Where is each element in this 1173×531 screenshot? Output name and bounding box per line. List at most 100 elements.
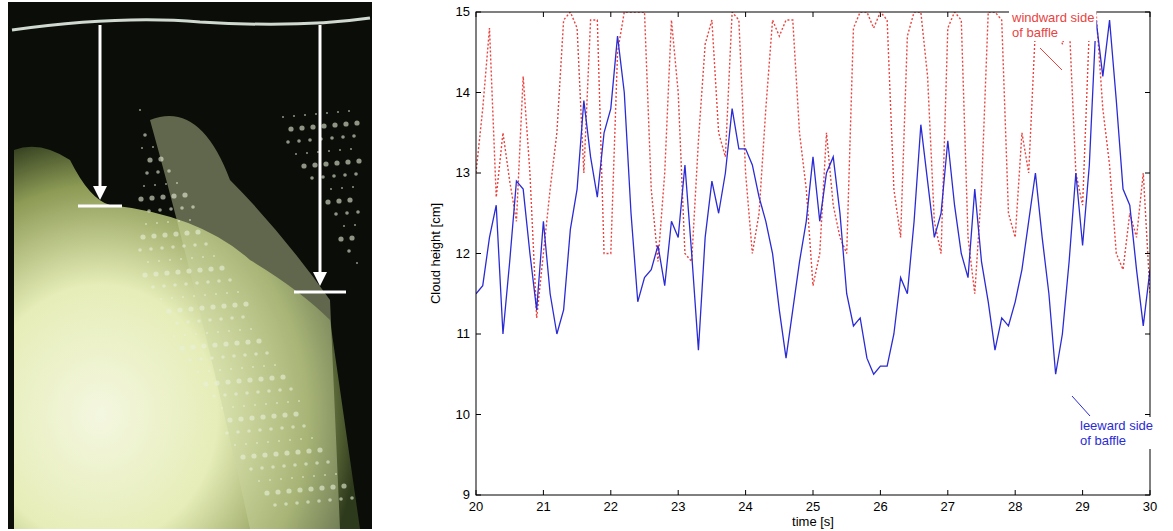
bubble (324, 474, 326, 476)
bubble (280, 478, 282, 480)
bubble (334, 212, 338, 216)
arrow-shaft (99, 25, 102, 188)
bubble (190, 344, 195, 349)
bubble (204, 294, 206, 296)
bubble (206, 332, 208, 334)
bubble (258, 376, 263, 381)
bubble (180, 206, 184, 210)
bubble (260, 414, 265, 419)
bubble (230, 316, 234, 320)
bubble (252, 366, 254, 368)
bubble (149, 247, 153, 251)
bubble (219, 265, 224, 270)
bubble (167, 169, 171, 173)
bubble (328, 150, 330, 152)
series-label-line: of baffle (1080, 433, 1126, 448)
bubble (204, 242, 208, 246)
bubble (180, 258, 182, 260)
series-label: windward sideof baffle (1011, 10, 1094, 40)
bubble (299, 125, 304, 130)
bubble (212, 394, 216, 398)
bubble (306, 448, 311, 453)
bubble (182, 244, 186, 248)
bubble (341, 135, 345, 139)
bubble (269, 479, 271, 481)
figure: 20212223242526272829309101112131415time … (0, 0, 1173, 531)
bubble (282, 464, 286, 468)
bubble (145, 223, 147, 225)
bubble (158, 208, 162, 212)
bubble (160, 298, 162, 300)
bubble (343, 173, 347, 177)
bubble (265, 403, 267, 405)
bubble (234, 444, 236, 446)
bubble (203, 381, 208, 386)
bubble (332, 122, 337, 127)
bubble (304, 114, 306, 116)
bubble (288, 126, 293, 131)
bubble (284, 450, 289, 455)
bubble (267, 441, 269, 443)
bubble (262, 452, 267, 457)
y-tick-label: 13 (456, 165, 470, 180)
bubble (206, 280, 210, 284)
bubble (225, 431, 229, 435)
bubble (184, 334, 186, 336)
bubble (167, 221, 169, 223)
bubble (186, 268, 191, 273)
bubble (339, 149, 341, 151)
y-tick (476, 253, 481, 254)
bubble (210, 356, 214, 360)
bubble (269, 427, 273, 431)
x-axis-title: time [s] (792, 514, 834, 529)
x-tick (813, 490, 814, 495)
bubble (153, 271, 158, 276)
bubble (306, 152, 308, 154)
bubble (354, 120, 359, 125)
bubble (308, 138, 312, 142)
bubble (232, 302, 237, 307)
bubble (191, 257, 193, 259)
bubble (286, 488, 291, 493)
bubble (293, 115, 295, 117)
y-tick-label: 9 (463, 487, 470, 502)
x-tick (1015, 490, 1016, 495)
bubble (300, 438, 302, 440)
bubble (265, 351, 269, 355)
bubble (165, 183, 167, 185)
bubble (293, 463, 297, 467)
bubble (352, 186, 354, 188)
x-tick-label: 20 (469, 499, 483, 514)
y-tick-right (1145, 334, 1150, 335)
bubble (258, 480, 260, 482)
bubble (223, 393, 227, 397)
bubble (193, 295, 195, 297)
bubble (219, 369, 221, 371)
bubble (349, 235, 354, 240)
y-tick (476, 414, 481, 415)
bubble (276, 402, 278, 404)
bubble (306, 500, 310, 504)
bubble (147, 261, 149, 263)
x-tick-top (610, 12, 611, 17)
bubble (341, 483, 346, 488)
y-tick (476, 173, 481, 174)
bubble (171, 193, 176, 198)
bubble (282, 412, 287, 417)
bubble (334, 160, 339, 165)
bubble (302, 424, 306, 428)
bubble (201, 343, 206, 348)
bubble (330, 136, 334, 140)
bubble (330, 188, 332, 190)
bubble (171, 297, 173, 299)
bubble (278, 388, 282, 392)
bubble (347, 197, 352, 202)
x-tick (947, 490, 948, 495)
bubble (182, 192, 187, 197)
bubble (345, 159, 350, 164)
bubble (247, 429, 251, 433)
x-tick-label: 27 (941, 499, 955, 514)
bubble (239, 329, 241, 331)
bubble (345, 211, 349, 215)
bubble (326, 112, 328, 114)
